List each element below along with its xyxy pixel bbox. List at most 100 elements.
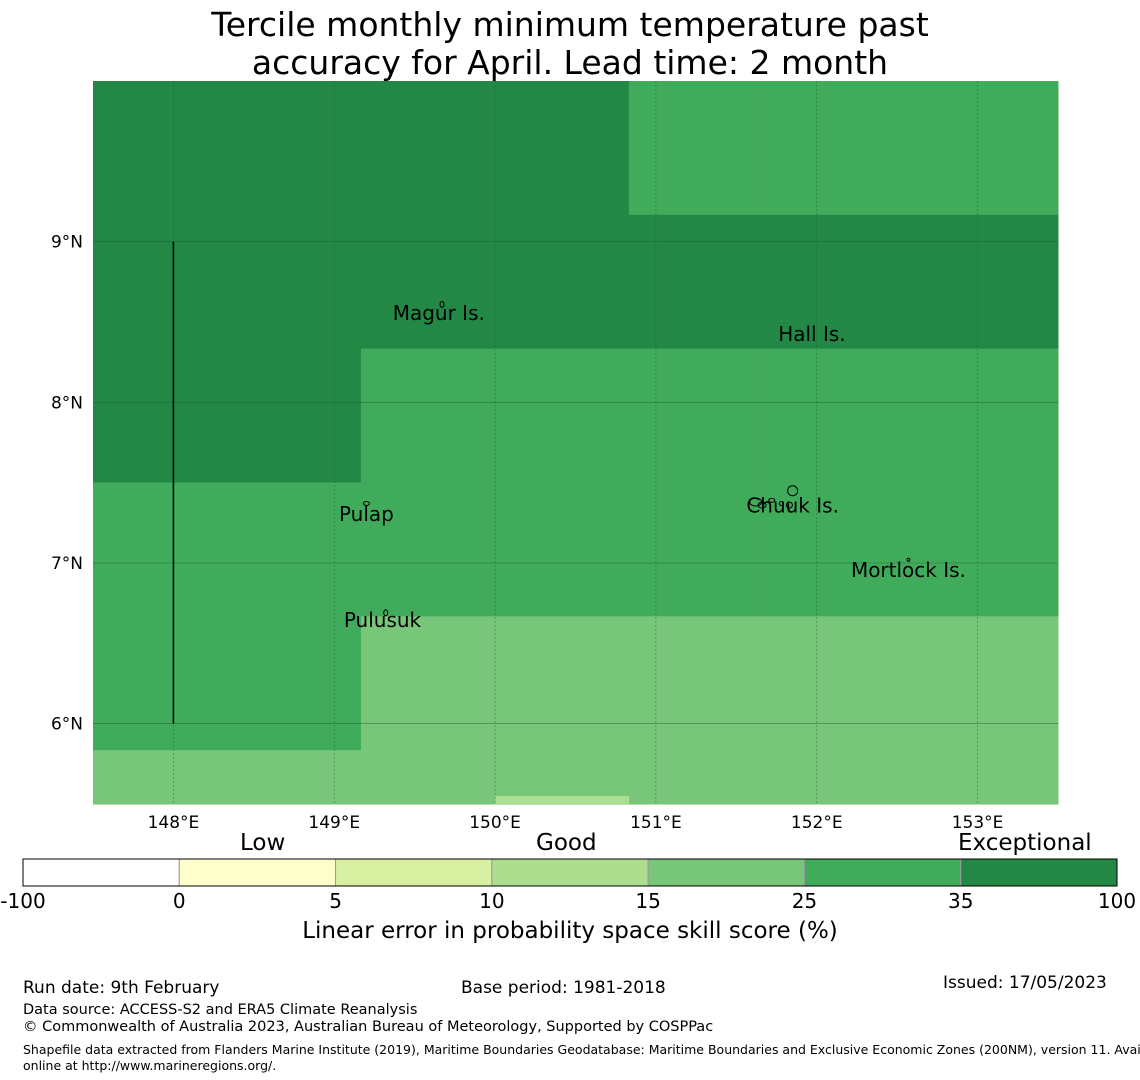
colorbar-segment bbox=[491, 858, 649, 887]
skill-grid-cells bbox=[93, 81, 1059, 805]
skill-cell bbox=[628, 214, 764, 350]
skill-cell bbox=[360, 482, 496, 617]
skill-map: 148°E 149°E 150°E 151°E 152°E 153°E 6°N 7°N 8°N 9… bbox=[51, 81, 1059, 830]
island-shape bbox=[785, 501, 793, 509]
skill-cell bbox=[93, 616, 228, 751]
skill-cell bbox=[628, 750, 764, 805]
skill-cell bbox=[896, 348, 1032, 484]
skill-cell bbox=[762, 81, 898, 216]
skill-cell bbox=[1030, 482, 1059, 617]
colorbar-segment bbox=[803, 858, 962, 887]
skill-cell bbox=[494, 348, 630, 484]
colorbar-tick-label: 10 bbox=[479, 889, 505, 913]
skill-cell bbox=[494, 482, 630, 617]
skill-cell bbox=[762, 750, 898, 805]
run-date: Run date: 9th February bbox=[23, 978, 220, 998]
issued-date: Issued: 17/05/2023 bbox=[943, 973, 1107, 993]
skill-cell bbox=[360, 81, 496, 216]
island-shape bbox=[778, 501, 784, 507]
island-shape bbox=[768, 497, 776, 503]
lon-tick-label: 151°E bbox=[630, 813, 682, 830]
island-shape bbox=[439, 300, 445, 308]
skill-cell bbox=[628, 81, 764, 216]
colorbar-tick-label: 15 bbox=[635, 889, 661, 913]
lon-tick-label: 150°E bbox=[469, 813, 521, 830]
skill-cell bbox=[495, 796, 630, 804]
place-label: Hall Is. bbox=[778, 322, 845, 346]
colorbar-tick-label: 5 bbox=[329, 889, 342, 913]
skill-cell bbox=[762, 616, 898, 751]
base-period: Base period: 1981-2018 bbox=[461, 978, 666, 998]
lon-tick-label: 153°E bbox=[952, 813, 1004, 830]
data-source: Data source: ACCESS-S2 and ERA5 Climate … bbox=[23, 1002, 418, 1018]
skill-cell bbox=[93, 81, 228, 216]
shapefile-credit-line-2: online at http://www.marineregions.org/. bbox=[23, 1058, 277, 1073]
island-shape bbox=[362, 501, 370, 507]
colorbar-tick-label: 0 bbox=[172, 889, 186, 913]
colorbar-segment bbox=[335, 858, 493, 887]
colorbar-tick-label: 100 bbox=[1097, 889, 1137, 913]
colorbar-segment bbox=[178, 858, 337, 887]
colorbar-segment bbox=[22, 858, 180, 887]
skill-cell bbox=[762, 348, 898, 484]
skill-cell bbox=[896, 750, 1032, 805]
place-label: Chuuk Is. bbox=[746, 494, 839, 518]
chart-title: Tercile monthly minimum temperature past… bbox=[0, 6, 1140, 82]
shapefile-credit-line-1: Shapefile data extracted from Flanders M… bbox=[23, 1042, 1140, 1057]
island-shape bbox=[383, 609, 389, 617]
island-shape bbox=[787, 485, 799, 497]
colorbar-segment bbox=[647, 858, 805, 887]
map-labels: 148°E 149°E 150°E 151°E 152°E 153°E 6°N 7°N 8°N 9… bbox=[51, 233, 1003, 830]
colorbar bbox=[22, 858, 1118, 887]
colorbar-label: Linear error in probability space skill … bbox=[302, 918, 838, 944]
skill-cell bbox=[628, 616, 764, 751]
skill-cell bbox=[896, 81, 1032, 216]
skill-cell bbox=[494, 214, 630, 350]
skill-cell bbox=[762, 482, 898, 617]
skill-cell bbox=[494, 81, 630, 216]
skill-cell bbox=[896, 616, 1032, 751]
skill-cell bbox=[360, 214, 496, 350]
place-label: Mortlock Is. bbox=[851, 558, 966, 582]
island-shape bbox=[757, 501, 767, 509]
place-label: Pulusuk bbox=[344, 608, 422, 632]
skill-cell bbox=[628, 482, 764, 617]
skill-cell bbox=[360, 348, 496, 484]
skill-cell bbox=[226, 214, 362, 350]
level-low-label: Low bbox=[240, 830, 286, 856]
lat-tick-label: 6°N bbox=[51, 715, 83, 735]
skill-cell bbox=[226, 616, 362, 751]
skill-cell bbox=[1030, 750, 1059, 805]
skill-cell bbox=[1030, 214, 1059, 350]
skill-cell bbox=[360, 616, 496, 751]
title-line-1: Tercile monthly minimum temperature past bbox=[211, 5, 929, 44]
skill-cell bbox=[93, 750, 228, 805]
skill-cell bbox=[93, 214, 228, 350]
title-line-2: accuracy for April. Lead time: 2 month bbox=[251, 43, 889, 82]
lat-tick-label: 9°N bbox=[51, 233, 83, 253]
lat-tick-label: 7°N bbox=[51, 554, 83, 574]
skill-cell bbox=[1030, 616, 1059, 751]
skill-cell bbox=[1030, 81, 1059, 216]
colorbar-segment bbox=[960, 858, 1118, 887]
colorbar-tick-label: -100 bbox=[0, 889, 46, 913]
skill-cell bbox=[226, 81, 362, 216]
island-outlines bbox=[362, 300, 911, 617]
skill-cell bbox=[494, 616, 630, 751]
skill-cell bbox=[896, 482, 1032, 617]
skill-cell bbox=[762, 214, 898, 350]
level-exceptional-label: Exceptional bbox=[958, 830, 1092, 856]
place-label: Magur Is. bbox=[393, 301, 485, 325]
lat-tick-label: 8°N bbox=[51, 393, 83, 413]
skill-cell bbox=[628, 348, 764, 484]
island-shape bbox=[906, 557, 911, 562]
skill-cell bbox=[93, 348, 228, 484]
skill-cell bbox=[226, 750, 362, 805]
skill-cell bbox=[360, 750, 496, 805]
colorbar-tick-label: 25 bbox=[791, 889, 818, 913]
level-good-label: Good bbox=[536, 830, 597, 856]
colorbar-tick-label: 35 bbox=[947, 889, 974, 913]
skill-cell bbox=[896, 214, 1032, 350]
skill-cell bbox=[93, 482, 228, 617]
skill-cell bbox=[494, 750, 630, 805]
